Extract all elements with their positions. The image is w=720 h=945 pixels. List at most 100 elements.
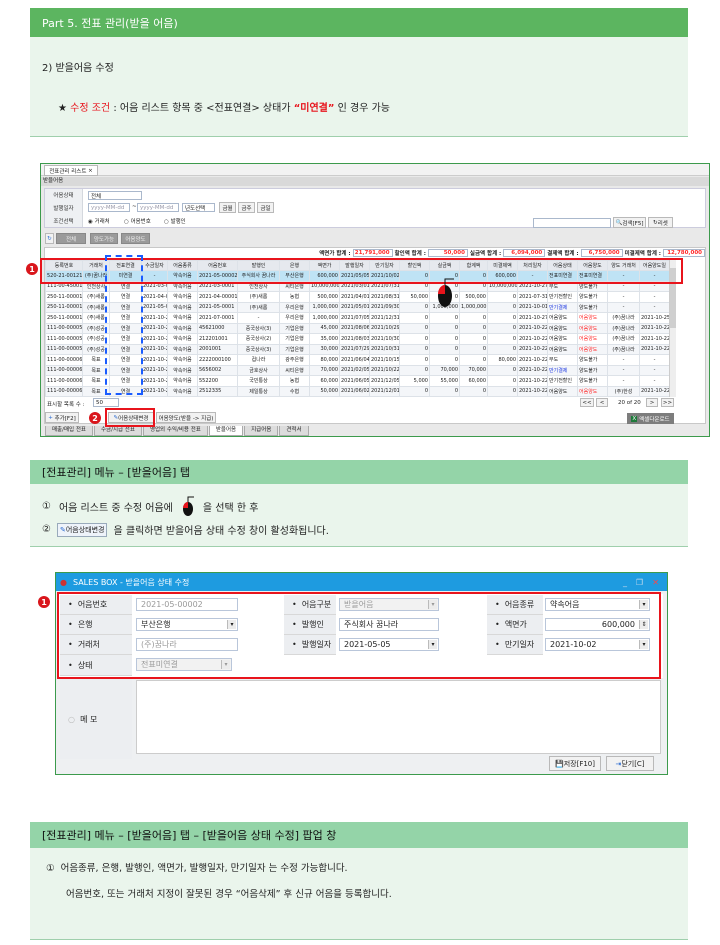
table-cell: 2021/04/01	[339, 291, 370, 303]
table-cell: 111-00-00005	[45, 322, 83, 334]
year-select[interactable]: 년도선택	[182, 203, 215, 212]
bottom-tab[interactable]: 수금/지급 전표	[93, 426, 142, 436]
table-cell: 250-11-00001	[45, 312, 83, 324]
note-kind-label: • 어음구분	[284, 595, 336, 615]
table-cell: 0	[459, 333, 488, 345]
edit-icon: ✎	[113, 414, 119, 421]
table-row[interactable]: 111-00-00006목표연결2021-10-22약속어음552200국민통상…	[45, 375, 669, 387]
radio-client[interactable]: ◉ 거래처	[88, 219, 110, 225]
radio-note-no[interactable]: ○ 어음번호	[124, 219, 151, 225]
radio-issuer[interactable]: ○ 발행인	[164, 219, 186, 225]
table-row[interactable]: 111-00-00006목표연결2021-10-22약속어음2512335제일통…	[45, 385, 669, 397]
table-cell: 2021/12/31	[369, 312, 400, 324]
table-cell: 0	[399, 322, 430, 334]
table-row[interactable]: 111-00-00006목표연결2021-10-22약속어음2222000100…	[45, 354, 669, 366]
table-cell: 35,000	[309, 333, 340, 345]
table-cell: (주)꿈나라	[607, 322, 640, 334]
column-header[interactable]: 어음양도일	[639, 260, 669, 271]
panel-title: 받을어음	[41, 177, 709, 186]
transfer-button[interactable]: 어음양도(받을 -> 지급)	[156, 412, 216, 423]
excel-icon: X	[631, 415, 638, 422]
table-cell: -	[639, 364, 669, 376]
table-cell: 2021-07-0001	[197, 312, 238, 324]
table-cell: 0	[429, 312, 460, 324]
status-select[interactable]: 전체	[88, 191, 142, 200]
page-size-select[interactable]: 50	[93, 398, 119, 407]
table-row[interactable]: 111-00-45001인천상사연결2021-03-02약속어음2021-03-…	[45, 280, 669, 292]
memo-textarea[interactable]	[136, 680, 661, 754]
table-cell: 우리은행	[279, 312, 310, 324]
filter-transferred-button[interactable]: 어음양도	[121, 233, 150, 244]
note-no-label: • 어음번호	[60, 595, 132, 615]
save-icon: 💾	[555, 759, 564, 768]
search-button[interactable]: 🔍 검색[F5]	[613, 217, 646, 228]
table-cell: 2021/10/22	[369, 364, 400, 376]
table-cell: -	[639, 291, 669, 303]
last-page-button[interactable]: >>	[661, 398, 674, 407]
bottom-tab[interactable]: 견적서	[279, 426, 309, 436]
dialog-title: SALES BOX - 받을어음 상태 수정	[72, 577, 190, 587]
table-cell: -	[607, 364, 640, 376]
table-cell: 80,000	[309, 354, 340, 366]
issue-date-picker[interactable]: 2021-05-05 ▾	[339, 638, 439, 651]
bank-select[interactable]: 부산은행 ▾	[136, 618, 238, 631]
spinner-icon[interactable]: ⇕	[639, 620, 648, 629]
table-cell: 0	[487, 322, 518, 334]
condition-body: : 어음 리스트 항목 중 <전표연결> 상태가	[110, 103, 294, 114]
table-cell: 1,000,000	[309, 312, 340, 324]
refresh-icon[interactable]: ↻	[45, 233, 54, 244]
this-week-button[interactable]: 금주	[238, 202, 255, 213]
table-cell: 30,000	[309, 343, 340, 355]
table-cell: 양도불가	[577, 364, 608, 376]
table-row[interactable]: 111-00-00006목표연결2021-10-22약속어음5656002금호상…	[45, 364, 669, 376]
face-value-input[interactable]: 600,000 ⇕	[545, 618, 650, 631]
table-cell: 0	[429, 333, 460, 345]
close-button[interactable]: ⇥ 닫기[C]	[606, 756, 654, 771]
filter-all-button[interactable]: 전체	[56, 233, 86, 244]
table-cell: 0	[399, 343, 430, 355]
search-input[interactable]	[533, 218, 611, 228]
today-button[interactable]: 금일	[257, 202, 274, 213]
due-date-picker[interactable]: 2021-10-02 ▾	[545, 638, 650, 651]
close-icon[interactable]: ✕	[652, 577, 659, 587]
table-cell: 양도불가	[577, 354, 608, 366]
table-cell: 50,000	[399, 291, 430, 303]
table-cell: 어음양도	[577, 312, 608, 324]
table-row[interactable]: 111-00-00005(주)성공연결2021-10-22약속어음2122010…	[45, 333, 669, 345]
table-cell: 250-11-00001	[45, 291, 83, 303]
next-page-button[interactable]: >	[646, 398, 658, 407]
save-button[interactable]: 💾 저장[F10]	[549, 756, 601, 771]
table-cell: 2021-10-22	[141, 322, 168, 334]
bottom-tab[interactable]: 받을어음	[208, 426, 244, 436]
section-title: [전표관리] 메뉴 – [받을어음] 탭 – [받을어음 상태 수정] 팝업 창	[42, 829, 337, 842]
bottom-tab[interactable]: 영업외 수익/비용 전표	[142, 426, 208, 436]
table-row[interactable]: 250-11-00001(주)새롬연결2021-10-20약속어음2021-07…	[45, 312, 669, 324]
first-page-button[interactable]: <<	[580, 398, 594, 407]
date-to[interactable]: yyyy-MM-dd	[137, 203, 179, 212]
add-button[interactable]: + 추가[F2]	[45, 412, 79, 423]
issuer-input[interactable]: 주식회사 꿈나라	[339, 618, 439, 631]
bottom-tab[interactable]: 지급어음	[244, 426, 279, 436]
restore-icon[interactable]: ❐	[635, 577, 643, 587]
table-cell: -	[639, 354, 669, 366]
date-from[interactable]: yyyy-MM-dd	[88, 203, 130, 212]
table-scrollbar[interactable]	[669, 260, 676, 397]
tab-voucher-list[interactable]: 전표관리 리스트 ×	[44, 165, 98, 176]
table-cell: 약속어음	[167, 322, 198, 334]
minimize-icon[interactable]: _	[623, 577, 627, 587]
table-cell: 기업은행	[279, 343, 310, 355]
excel-download-button[interactable]: X 엑셀다운로드	[627, 413, 674, 424]
prev-page-button[interactable]: <	[596, 398, 608, 407]
table-row[interactable]: 250-11-00001(주)새롬연결2021-04-02약속어음2021-04…	[45, 291, 669, 303]
this-month-button[interactable]: 금월	[219, 202, 236, 213]
note-type-select[interactable]: 약속어음 ▾	[545, 598, 650, 611]
table-cell: 2021-10-22	[141, 385, 168, 397]
step-2: ② ✎어음상태변경 을 클릭하면 받을어음 상태 수정 창이 활성화됩니다.	[42, 522, 329, 537]
reset-button[interactable]: ↻ 리셋	[648, 217, 673, 228]
table-cell: (주)꿈나라	[607, 343, 640, 355]
bottom-tab[interactable]: 매출/매입 전표	[45, 426, 93, 436]
close-icon[interactable]: ×	[88, 167, 93, 174]
filter-transferable-button[interactable]: 양도가능	[90, 233, 118, 244]
table-row[interactable]: 111-00-00005(주)성공연결2021-10-22약속어음2001001…	[45, 343, 669, 355]
table-cell: 0	[459, 312, 488, 324]
